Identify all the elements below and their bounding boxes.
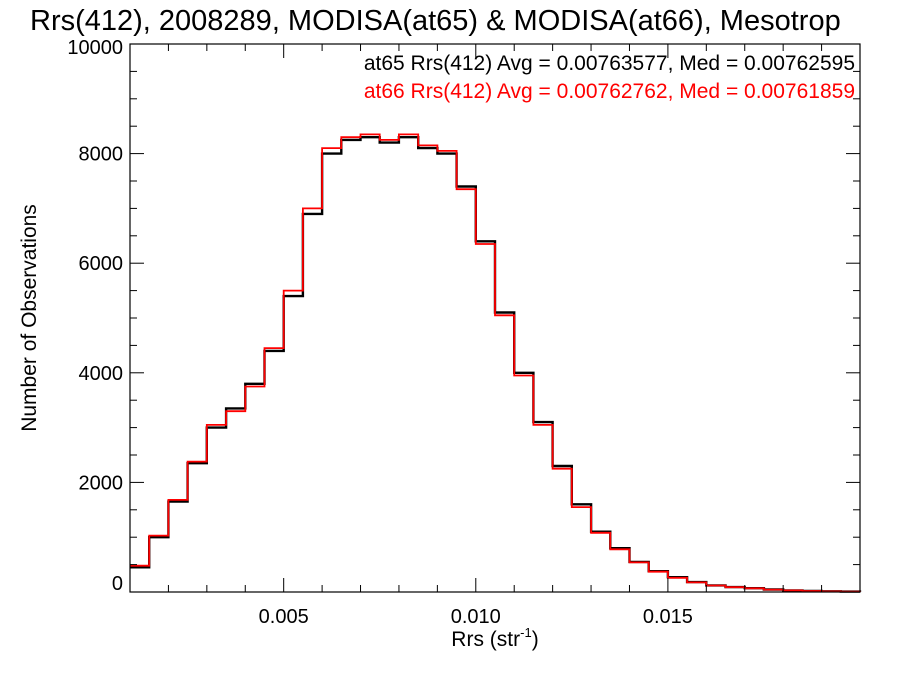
- legend-entry-at66: at66 Rrs(412) Avg = 0.00762762, Med = 0.…: [364, 80, 855, 103]
- x-tick-label: 0.010: [451, 606, 501, 628]
- series-at66-line: [130, 133, 861, 593]
- y-tick-label: 0: [112, 573, 123, 595]
- ticks-layer: 0.005 0.010 0.015 0 2000 4000 6000 8000 10000: [67, 37, 860, 628]
- series-at65-line: [130, 136, 862, 593]
- x-tick-label: 0.015: [643, 606, 693, 628]
- y-tick-label: 4000: [79, 363, 124, 385]
- y-tick-label: 6000: [79, 253, 124, 275]
- y-axis-label: Number of Observations: [18, 204, 41, 432]
- chart-title: Rrs(412), 2008289, MODISA(at65) & MODISA…: [30, 5, 841, 37]
- legend-entry-at65: at65 Rrs(412) Avg = 0.00763577, Med = 0.…: [364, 52, 855, 75]
- series-layer: [130, 133, 862, 593]
- plot-frame: [129, 43, 861, 593]
- y-tick-label: 2000: [79, 472, 124, 494]
- x-axis-label: Rrs (str-1): [451, 625, 538, 651]
- x-tick-label: 0.005: [259, 606, 309, 628]
- y-tick-label: 8000: [79, 144, 124, 166]
- y-tick-label: 10000: [67, 37, 123, 59]
